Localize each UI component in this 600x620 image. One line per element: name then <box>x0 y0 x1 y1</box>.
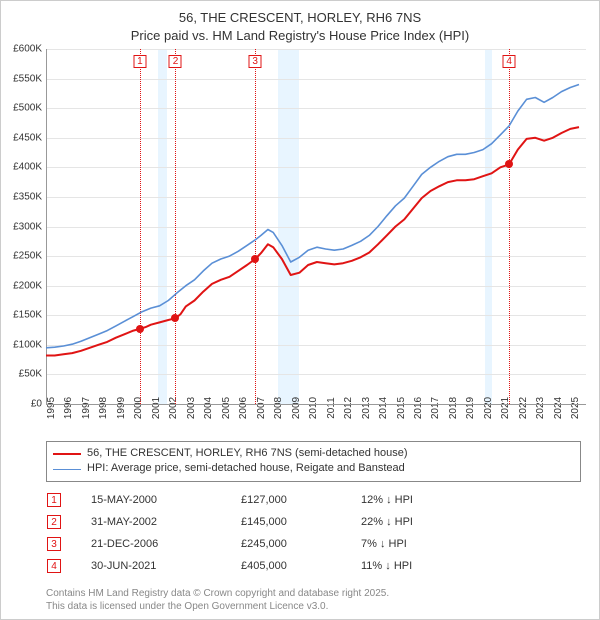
sale-row-price: £405,000 <box>241 560 331 572</box>
legend-swatch-price-paid <box>53 453 81 455</box>
y-tick-label: £350K <box>13 191 42 202</box>
legend-label-price-paid: 56, THE CRESCENT, HORLEY, RH6 7NS (semi-… <box>87 446 408 461</box>
title-line-1: 56, THE CRESCENT, HORLEY, RH6 7NS <box>1 9 599 27</box>
title-line-2: Price paid vs. HM Land Registry's House … <box>1 27 599 45</box>
chart-container: 56, THE CRESCENT, HORLEY, RH6 7NS Price … <box>0 0 600 620</box>
sale-row: 2 31-MAY-2002 £145,000 22% ↓ HPI <box>47 511 567 533</box>
legend-row-hpi: HPI: Average price, semi-detached house,… <box>53 461 574 476</box>
sale-row-price: £127,000 <box>241 494 331 506</box>
sale-row-date: 31-MAY-2002 <box>91 516 211 528</box>
y-tick-label: £200K <box>13 280 42 291</box>
footnote: Contains HM Land Registry data © Crown c… <box>46 587 586 613</box>
sale-row-marker: 4 <box>47 559 61 573</box>
y-tick-label: £550K <box>13 73 42 84</box>
y-tick-label: £500K <box>13 103 42 114</box>
sale-row-date: 15-MAY-2000 <box>91 494 211 506</box>
y-tick-label: £600K <box>13 44 42 55</box>
chart-plot-area: £0£50K£100K£150K£200K£250K£300K£350K£400… <box>46 49 586 404</box>
sale-row-marker: 2 <box>47 515 61 529</box>
legend-row-price-paid: 56, THE CRESCENT, HORLEY, RH6 7NS (semi-… <box>53 446 574 461</box>
sale-row-price: £145,000 <box>241 516 331 528</box>
sales-table: 1 15-MAY-2000 £127,000 12% ↓ HPI 2 31-MAY-200… <box>47 489 567 577</box>
sale-row-pct: 7% ↓ HPI <box>361 538 471 550</box>
title-block: 56, THE CRESCENT, HORLEY, RH6 7NS Price … <box>1 1 599 44</box>
sale-row-pct: 22% ↓ HPI <box>361 516 471 528</box>
sale-row-pct: 11% ↓ HPI <box>361 560 471 572</box>
y-tick-label: £300K <box>13 221 42 232</box>
sale-row: 3 21-DEC-2006 £245,000 7% ↓ HPI <box>47 533 567 555</box>
footnote-line-2: This data is licensed under the Open Gov… <box>46 600 586 613</box>
sale-row-date: 30-JUN-2021 <box>91 560 211 572</box>
sale-row-marker: 3 <box>47 537 61 551</box>
sale-row-marker: 1 <box>47 493 61 507</box>
y-tick-label: £250K <box>13 251 42 262</box>
y-tick-label: £150K <box>13 310 42 321</box>
y-tick-label: £400K <box>13 162 42 173</box>
legend-swatch-hpi <box>53 469 81 470</box>
y-tick-label: £450K <box>13 132 42 143</box>
y-tick-label: £50K <box>19 369 42 380</box>
sale-row: 1 15-MAY-2000 £127,000 12% ↓ HPI <box>47 489 567 511</box>
y-tick-label: £0 <box>31 399 42 410</box>
chart-svg <box>46 49 586 404</box>
footnote-line-1: Contains HM Land Registry data © Crown c… <box>46 587 586 600</box>
legend-box: 56, THE CRESCENT, HORLEY, RH6 7NS (semi-… <box>46 441 581 482</box>
y-tick-label: £100K <box>13 339 42 350</box>
legend-label-hpi: HPI: Average price, semi-detached house,… <box>87 461 405 476</box>
sale-row-date: 21-DEC-2006 <box>91 538 211 550</box>
sale-row-price: £245,000 <box>241 538 331 550</box>
x-axis <box>46 404 586 405</box>
series-hpi <box>46 85 579 348</box>
sale-row: 4 30-JUN-2021 £405,000 11% ↓ HPI <box>47 555 567 577</box>
sale-row-pct: 12% ↓ HPI <box>361 494 471 506</box>
